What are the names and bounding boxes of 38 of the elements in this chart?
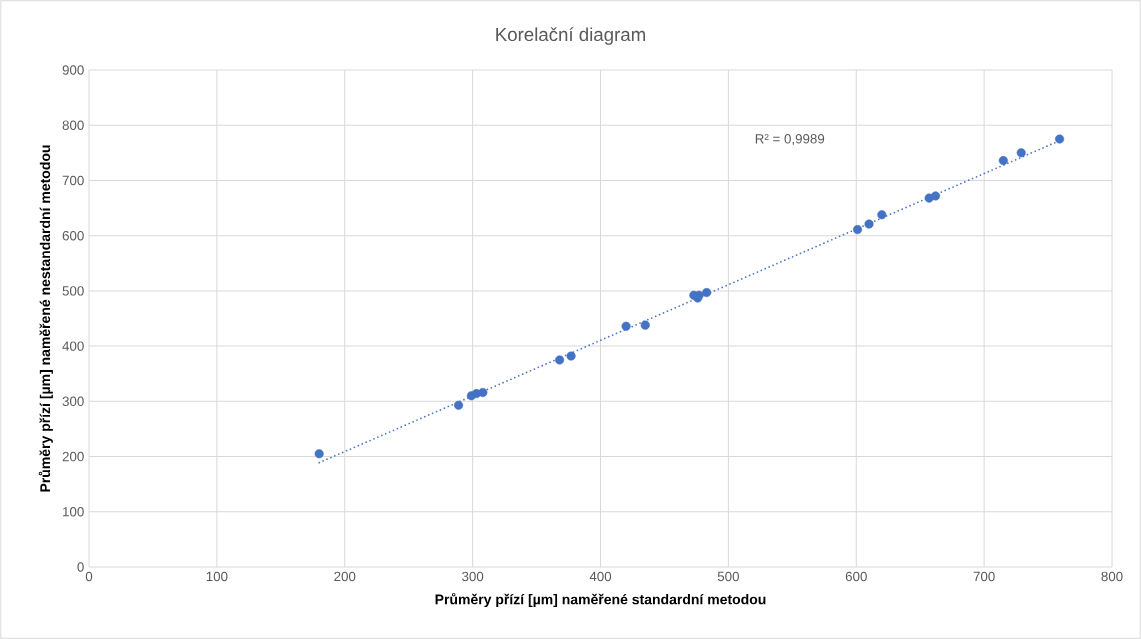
point (314, 449, 324, 459)
annotation: R² = 0,9989 (755, 134, 825, 146)
x-axis-title: Průměry přízí [µm] naměřené standardní metodou (435, 592, 766, 608)
point (454, 400, 464, 410)
x-tick-label: 800 (1101, 571, 1123, 582)
y-tick-label: 0 (77, 562, 84, 572)
y-tick-label: 700 (62, 175, 84, 186)
point (478, 387, 488, 398)
point (640, 320, 650, 330)
point (931, 191, 941, 201)
y-tick-label: 800 (62, 120, 84, 130)
point (864, 219, 874, 229)
y-tick-label: 200 (62, 451, 84, 462)
y-tick-label: 600 (62, 230, 84, 241)
chart-title: Korelační diagram (496, 27, 645, 45)
x-tick-label: 200 (334, 571, 356, 582)
y-axis-title: Průměry přízí [µm] naměřené nestandardní metodou (38, 145, 53, 492)
x-tick-label: 500 (717, 571, 739, 582)
x-tick-label: 100 (206, 571, 228, 582)
point (702, 288, 712, 298)
point (1055, 134, 1065, 144)
x-tick-label: 700 (973, 571, 995, 582)
y-tick-label: 100 (63, 507, 84, 517)
point (621, 321, 631, 331)
y-tick-label: 900 (62, 65, 84, 75)
x-tick-label: 300 (462, 571, 484, 582)
point (998, 156, 1008, 166)
point (1016, 148, 1026, 158)
point (877, 210, 887, 220)
y-tick-label: 500 (62, 286, 84, 296)
y-tick-label: 400 (62, 341, 84, 351)
point (566, 351, 576, 361)
point (555, 355, 565, 365)
x-tick-label: 0 (85, 571, 93, 582)
x-tick-label: 600 (845, 571, 867, 582)
x-tick-label: 400 (589, 571, 612, 582)
point (853, 225, 863, 235)
y-tick-label: 300 (62, 396, 84, 407)
